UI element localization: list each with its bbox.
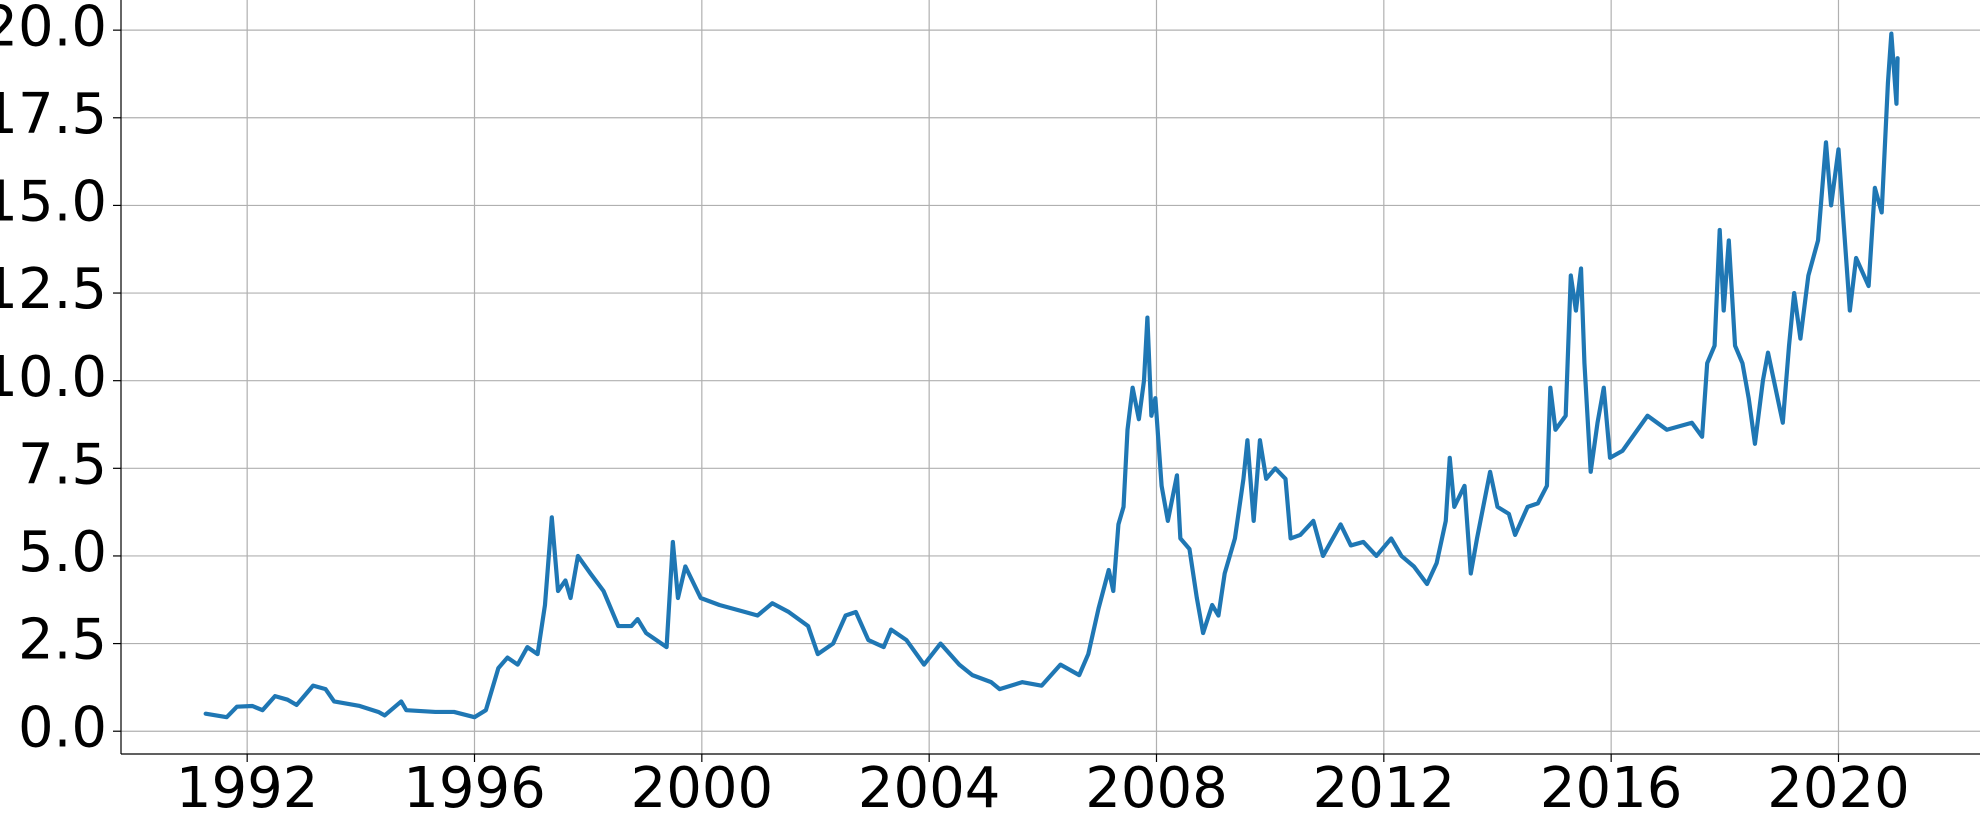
y-tick-label: 15.0 bbox=[0, 170, 107, 235]
data-line bbox=[203, 31, 1900, 720]
y-tick-label: 5.0 bbox=[18, 520, 107, 585]
y-tick-label: 12.5 bbox=[0, 257, 107, 322]
y-tick-label: 2.5 bbox=[18, 608, 107, 673]
x-tick-label: 2012 bbox=[1313, 756, 1456, 821]
x-tick-label: 2004 bbox=[858, 756, 1001, 821]
y-tick-label: 20.0 bbox=[0, 0, 107, 59]
y-tick-label: 10.0 bbox=[0, 345, 107, 410]
x-tick-label: 2000 bbox=[631, 756, 774, 821]
y-tick-label: 7.5 bbox=[18, 432, 107, 497]
x-tick-label: 1992 bbox=[176, 756, 319, 821]
x-tick-label: 2008 bbox=[1085, 756, 1228, 821]
x-tick-label: 2016 bbox=[1540, 756, 1683, 821]
y-tick-label: 0.0 bbox=[18, 695, 107, 760]
y-tick-label: 17.5 bbox=[0, 82, 107, 147]
x-tick-label: 1996 bbox=[403, 756, 546, 821]
x-tick-label: 2020 bbox=[1767, 756, 1910, 821]
